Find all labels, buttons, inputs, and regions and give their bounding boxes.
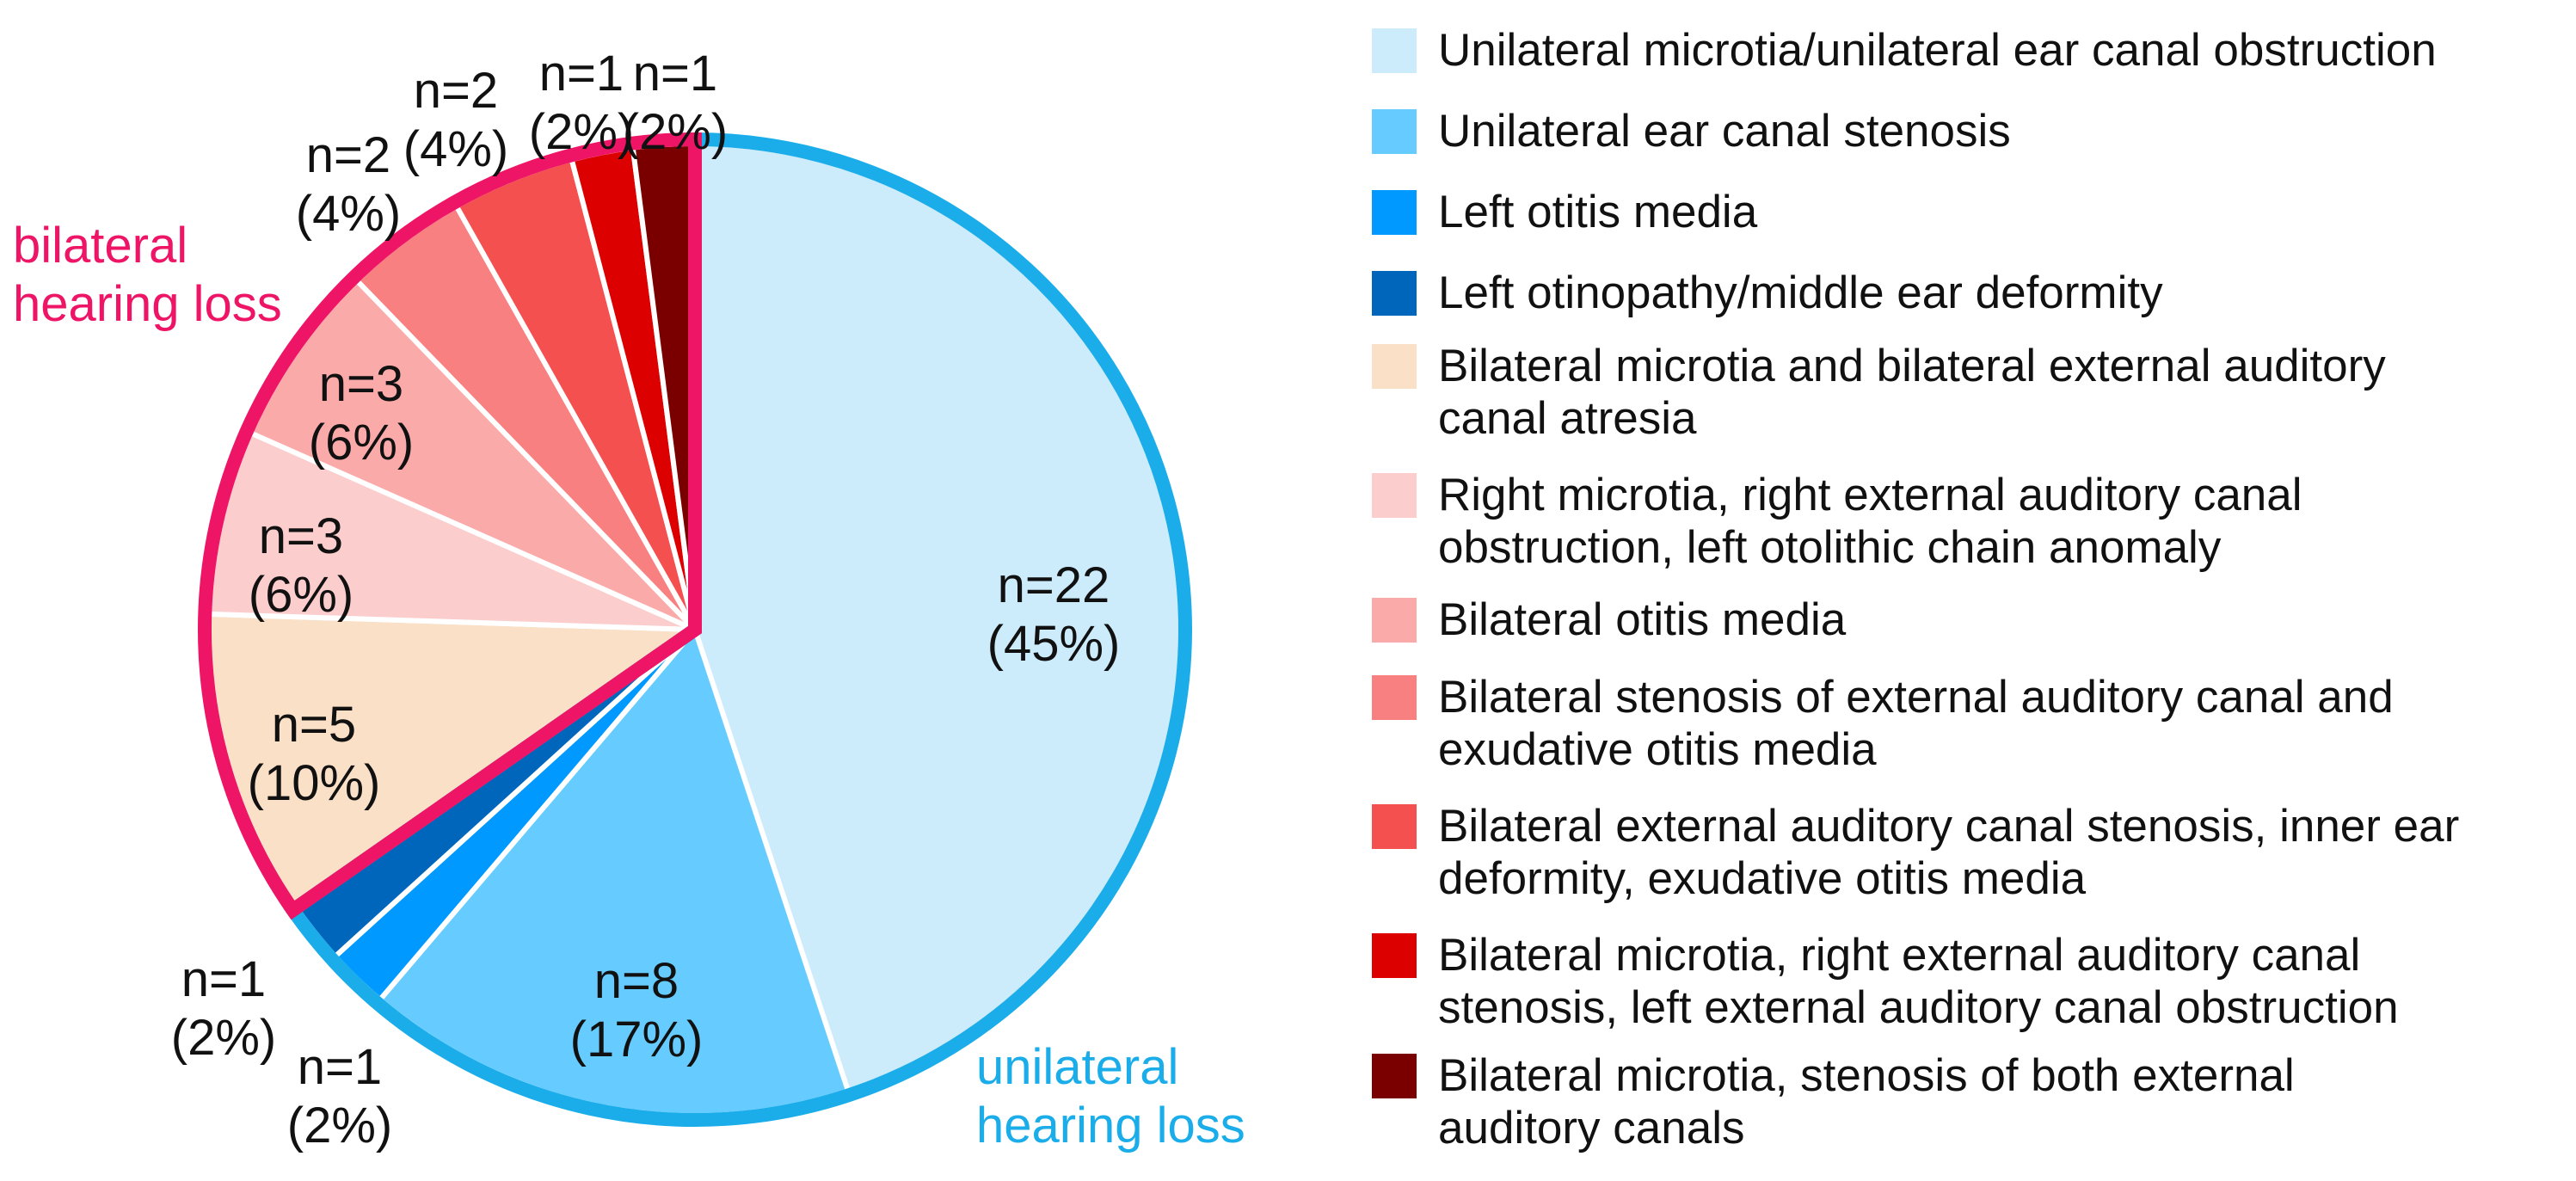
slice-count-5: n=5 [272, 697, 356, 753]
legend-label-2: Unilateral ear canal stenosis [1438, 106, 2011, 157]
slice-count-2: n=8 [594, 953, 679, 1009]
slice-label-3: n=1 (2%) [287, 1039, 392, 1153]
unilateral-label-line-2: hearing loss [976, 1098, 1245, 1153]
pie-slices [206, 140, 1184, 1118]
slice-percent-11: (2%) [623, 104, 728, 160]
slice-percent-4: (2%) [171, 1010, 276, 1066]
slice-label-11: n=1 (2%) [623, 46, 728, 160]
slice-count-4: n=1 [181, 951, 266, 1007]
slice-label-2: n=8 (17%) [570, 953, 704, 1067]
unilateral-label-line-1: unilateral [976, 1039, 1178, 1095]
legend-label-2-line-1: Unilateral ear canal stenosis [1438, 106, 2011, 157]
legend-swatch-1 [1372, 28, 1417, 73]
legend-label-8-line-2: exudative otitis media [1438, 724, 1877, 775]
slice-percent-9: (4%) [403, 121, 508, 177]
legend-item-6: Right microtia, right external auditory … [1372, 470, 2302, 573]
bilateral-hearing-loss-label: bilateral hearing loss [13, 218, 282, 332]
legend-label-9-line-1: Bilateral external auditory canal stenos… [1438, 801, 2459, 852]
slice-label-7: n=3 (6%) [309, 356, 414, 471]
legend-swatch-6 [1372, 473, 1417, 518]
bilateral-label-line-1: bilateral [13, 218, 188, 274]
slice-count-8: n=2 [306, 127, 390, 183]
legend-label-11-line-2: auditory canals [1438, 1103, 1744, 1153]
slice-count-7: n=3 [319, 356, 403, 412]
legend-label-9: Bilateral external auditory canal stenos… [1438, 801, 2459, 904]
slice-label-1: n=22 (45%) [987, 557, 1121, 672]
legend-swatch-3 [1372, 190, 1417, 235]
slice-label-4: n=1 (2%) [171, 951, 276, 1066]
legend-item-8: Bilateral stenosis of external auditory … [1372, 672, 2394, 775]
unilateral-group-outline [283, 132, 1192, 1127]
slice-count-6: n=3 [259, 508, 343, 564]
slice-percent-7: (6%) [309, 415, 414, 471]
legend-label-1-line-1: Unilateral microtia/unilateral ear canal… [1438, 25, 2437, 76]
bilateral-group-outline [198, 132, 702, 920]
legend-item-9: Bilateral external auditory canal stenos… [1372, 801, 2459, 904]
slice-count-11: n=1 [633, 46, 717, 101]
legend-item-1: Unilateral microtia/unilateral ear canal… [1372, 25, 2437, 76]
slice-percent-6: (6%) [249, 567, 354, 623]
legend-item-10: Bilateral microtia, right external audit… [1372, 930, 2399, 1033]
slice-percent-5: (10%) [248, 755, 381, 811]
legend-item-4: Left otinopathy/middle ear deformity [1372, 268, 2163, 318]
legend-swatch-9 [1372, 804, 1417, 849]
legend-label-10-line-1: Bilateral microtia, right external audit… [1438, 930, 2360, 981]
slice-percent-1: (45%) [987, 616, 1121, 672]
legend-item-11: Bilateral microtia, stenosis of both ext… [1372, 1050, 2295, 1153]
legend: Unilateral microtia/unilateral ear canal… [1372, 25, 2459, 1153]
legend-label-10-line-2: stenosis, left external auditory canal o… [1438, 982, 2399, 1033]
legend-swatch-8 [1372, 675, 1417, 720]
legend-label-3-line-1: Left otitis media [1438, 187, 1758, 237]
legend-label-7: Bilateral otitis media [1438, 594, 1847, 645]
legend-swatch-10 [1372, 933, 1417, 978]
legend-label-4: Left otinopathy/middle ear deformity [1438, 268, 2163, 318]
legend-swatch-7 [1372, 598, 1417, 643]
slice-label-10: n=1 (2%) [529, 46, 634, 160]
legend-swatch-11 [1372, 1054, 1417, 1098]
slice-count-1: n=22 [998, 557, 1110, 613]
slice-count-9: n=2 [414, 63, 498, 119]
legend-item-3: Left otitis media [1372, 187, 1758, 237]
slice-percent-2: (17%) [570, 1012, 704, 1067]
legend-swatch-5 [1372, 344, 1417, 389]
legend-swatch-2 [1372, 109, 1417, 154]
slice-label-9: n=2 (4%) [403, 63, 508, 177]
legend-item-5: Bilateral microtia and bilateral externa… [1372, 341, 2386, 444]
legend-label-11-line-1: Bilateral microtia, stenosis of both ext… [1438, 1050, 2295, 1101]
legend-swatch-4 [1372, 271, 1417, 316]
slice-label-8: n=2 (4%) [296, 127, 401, 242]
legend-label-6-line-2: obstruction, left otolithic chain anomal… [1438, 522, 2222, 573]
slice-count-10: n=1 [539, 46, 624, 101]
legend-label-10: Bilateral microtia, right external audit… [1438, 930, 2399, 1033]
slice-percent-10: (2%) [529, 104, 634, 160]
legend-label-5: Bilateral microtia and bilateral externa… [1438, 341, 2386, 444]
legend-label-5-line-1: Bilateral microtia and bilateral externa… [1438, 341, 2386, 391]
group-outlines [198, 132, 1192, 1127]
slice-label-5: n=5 (10%) [248, 697, 381, 811]
legend-label-4-line-1: Left otinopathy/middle ear deformity [1438, 268, 2163, 318]
slice-percent-3: (2%) [287, 1098, 392, 1153]
legend-item-7: Bilateral otitis media [1372, 594, 1847, 645]
legend-label-8: Bilateral stenosis of external auditory … [1438, 672, 2394, 775]
legend-label-7-line-1: Bilateral otitis media [1438, 594, 1847, 645]
slice-count-3: n=1 [298, 1039, 382, 1095]
legend-item-2: Unilateral ear canal stenosis [1372, 106, 2011, 157]
legend-label-1: Unilateral microtia/unilateral ear canal… [1438, 25, 2437, 76]
slice-label-6: n=3 (6%) [249, 508, 354, 623]
legend-label-6-line-1: Right microtia, right external auditory … [1438, 470, 2302, 520]
bilateral-label-line-2: hearing loss [13, 276, 282, 332]
legend-label-9-line-2: deformity, exudative otitis media [1438, 853, 2087, 904]
legend-label-5-line-2: canal atresia [1438, 393, 1697, 444]
legend-label-6: Right microtia, right external auditory … [1438, 470, 2302, 573]
slice-percent-8: (4%) [296, 186, 401, 242]
slice-labels: n=22 (45%)n=8 (17%)n=1 (2%)n=1 (2%)n=5 (10%)n… [171, 46, 1121, 1153]
legend-label-3: Left otitis media [1438, 187, 1758, 237]
legend-label-8-line-1: Bilateral stenosis of external auditory … [1438, 672, 2394, 723]
unilateral-hearing-loss-label: unilateral hearing loss [976, 1039, 1245, 1153]
legend-label-11: Bilateral microtia, stenosis of both ext… [1438, 1050, 2295, 1153]
